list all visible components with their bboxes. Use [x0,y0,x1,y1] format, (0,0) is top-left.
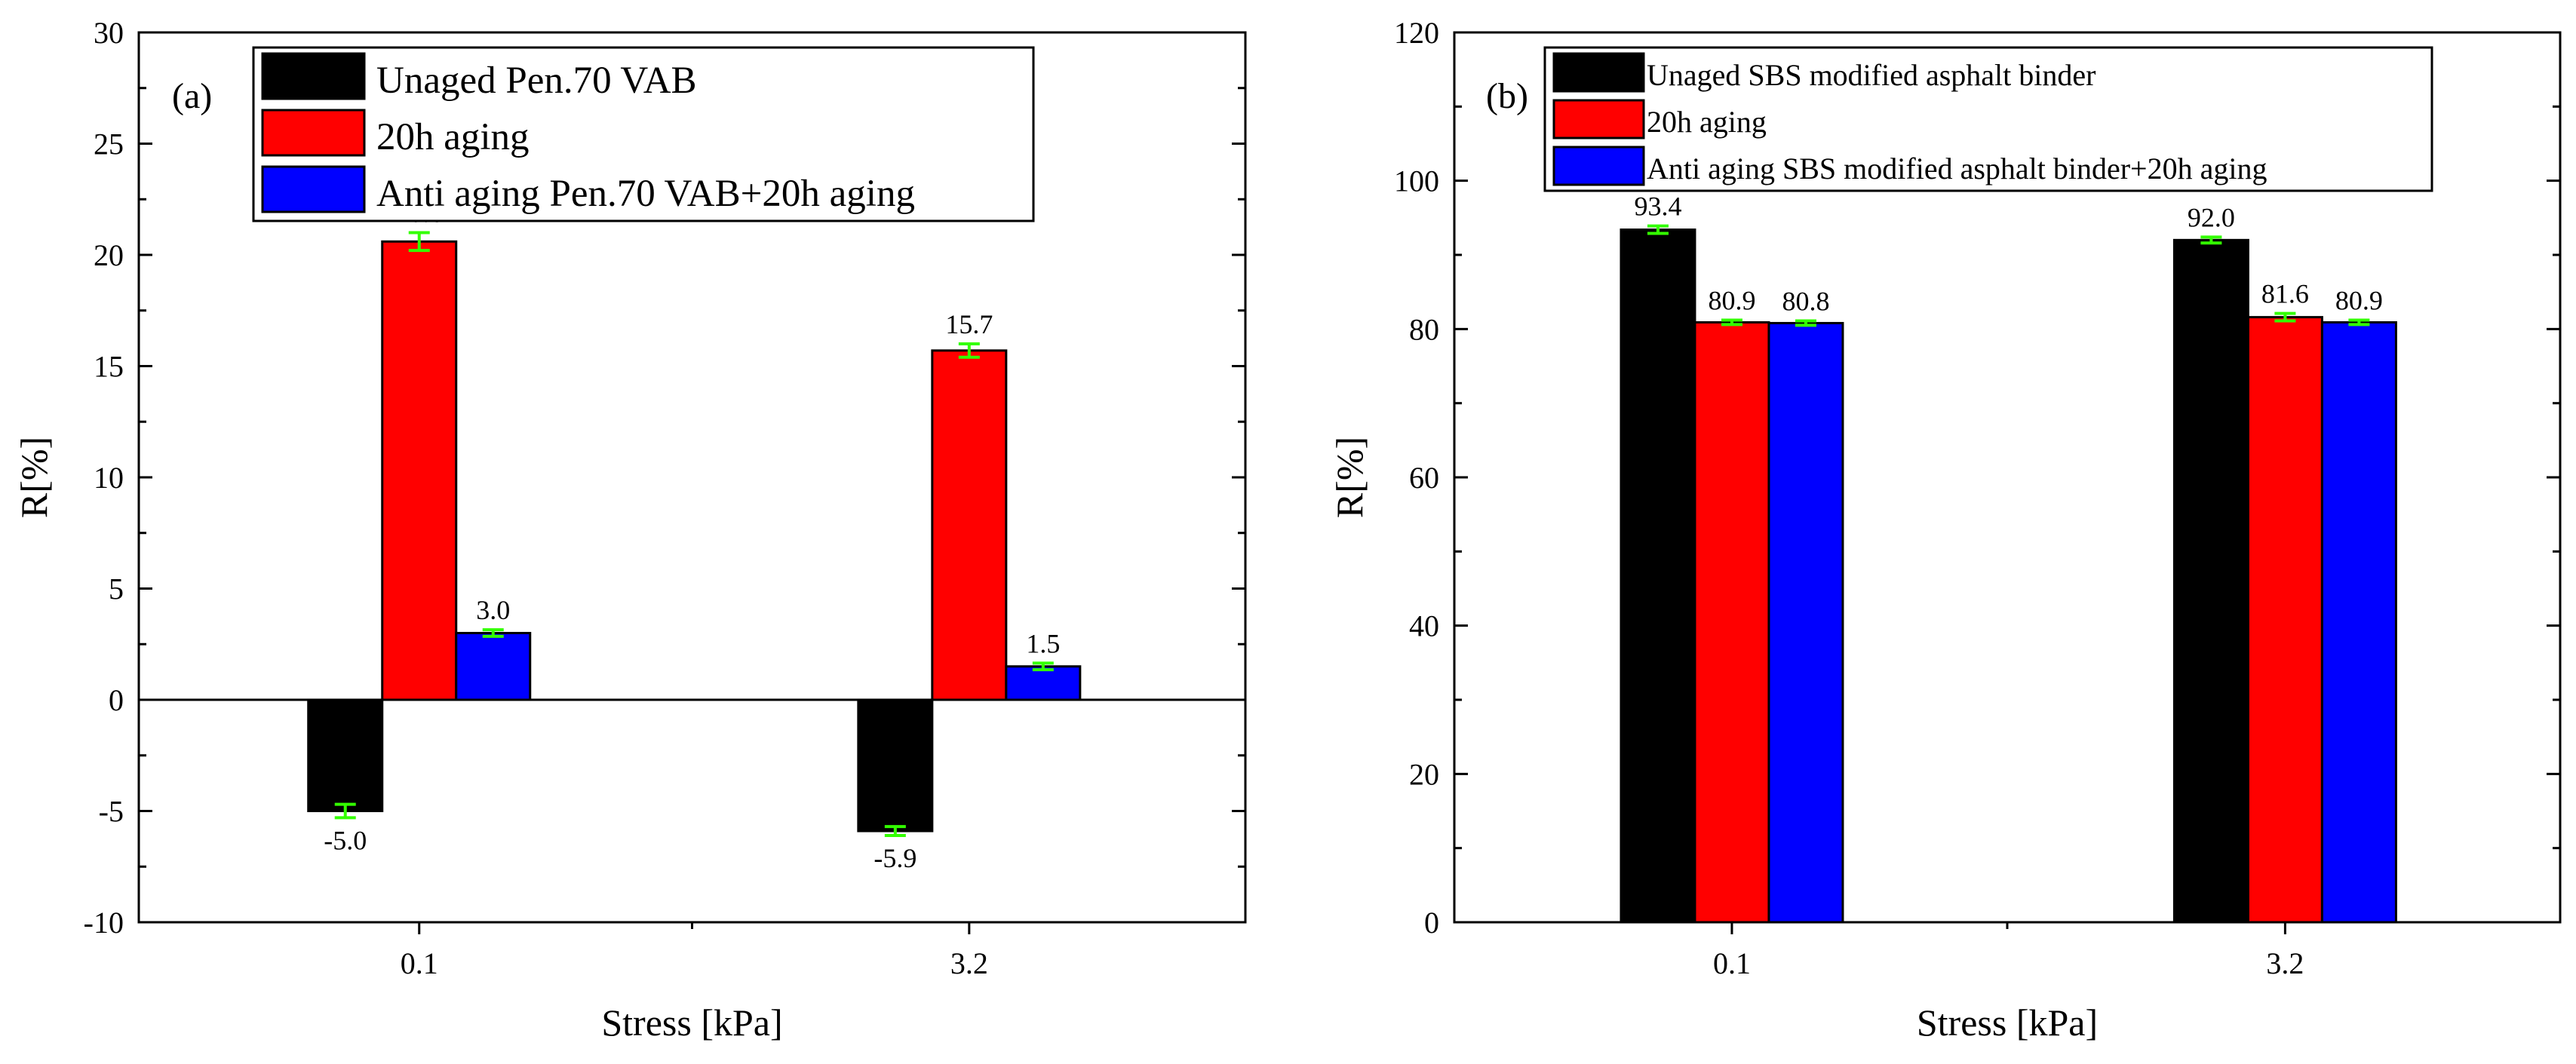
bar [2246,316,2323,924]
bar [2172,238,2249,924]
y-tick-label: 0 [1424,906,1439,940]
legend-entry: Unaged Pen.70 VAB [376,60,697,102]
bar [1693,320,1770,924]
panel-label: (a) [172,76,212,116]
legend-swatch [1552,52,1645,93]
y-tick-label: 80 [1409,312,1439,346]
bar [455,632,532,701]
data-label: 80.8 [1782,287,1829,317]
data-label: 80.9 [2335,286,2383,316]
bar [857,698,934,832]
data-label: -5.9 [874,843,916,873]
y-tick-label: -5 [99,795,124,829]
y-tick-label: 60 [1409,461,1439,495]
bar [1767,321,1844,924]
bar [2320,320,2397,924]
x-tick-label: 0.1 [1713,946,1751,980]
data-label: 80.9 [1708,286,1755,316]
panel-label: (b) [1486,76,1528,116]
legend-swatch [1552,99,1645,140]
y-axis-title: R[%] [1328,437,1371,518]
legend-swatch [261,52,366,100]
legend-entry: 20h aging [376,116,530,158]
legend-swatch [261,165,366,213]
legend-entry: 20h aging [1647,105,1767,139]
legend-entry: Unaged SBS modified asphalt binder [1647,58,2095,92]
y-tick-label: 100 [1394,164,1439,198]
x-axis-title: Stress [kPa] [601,1001,782,1044]
bar [1005,665,1082,701]
y-axis-title: R[%] [13,437,55,518]
legend-swatch [1552,146,1645,186]
y-tick-label: 40 [1409,609,1439,643]
bar [307,698,384,812]
data-label: 93.4 [1634,192,1681,222]
x-tick-label: 3.2 [950,946,988,980]
y-tick-label: 20 [94,238,124,272]
data-label: 3.0 [476,595,510,625]
y-tick-label: 5 [109,572,124,606]
legend-entry: Anti aging Pen.70 VAB+20h aging [376,173,915,215]
x-tick-label: 3.2 [2266,946,2304,980]
y-tick-label: 20 [1409,757,1439,791]
chart-b: 0 20 40 60 80 100 120 0.1 3.2 93.4 92.0 80.9 81.6 80.… [1328,16,2562,1044]
data-label: 81.6 [2261,279,2309,309]
chart-a: -10-50510152025300.13.2-5.0-5.920.615.73… [13,16,1247,1044]
y-tick-label: -10 [84,906,124,940]
y-tick-label: 30 [94,16,124,50]
legend-swatch [261,109,366,157]
y-tick-label: 25 [94,127,124,161]
data-label: 1.5 [1026,628,1060,658]
y-tick-label: 15 [94,350,124,384]
bar [931,349,1008,701]
legend-box [252,46,1035,222]
y-tick-label: 10 [94,461,124,495]
data-label: 92.0 [2188,202,2235,232]
bar [1620,228,1696,924]
x-axis-title: Stress [kPa] [1917,1001,2098,1044]
data-label: 15.7 [945,309,993,339]
data-label: -5.0 [324,825,367,855]
x-tick-label: 0.1 [401,946,438,980]
y-tick-label: 120 [1394,16,1439,50]
bar [381,240,458,701]
y-tick-label: 0 [109,683,124,717]
legend-entry: Anti aging SBS modified asphalt binder+2… [1647,152,2267,186]
legend-box [1543,46,2433,192]
